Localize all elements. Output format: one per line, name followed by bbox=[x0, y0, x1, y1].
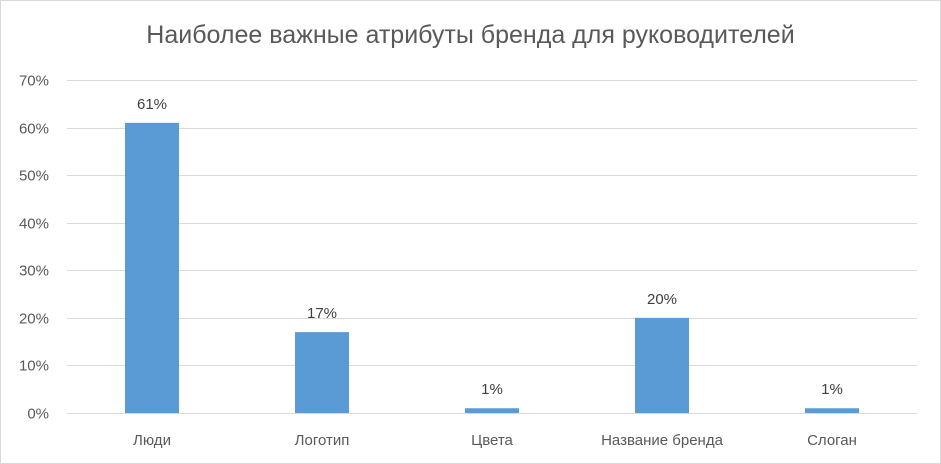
category-label: Цвета bbox=[471, 432, 513, 449]
data-label: 1% bbox=[481, 381, 503, 398]
bar bbox=[805, 408, 859, 413]
bar bbox=[125, 122, 179, 414]
y-tick-label: 50% bbox=[19, 168, 49, 185]
data-label: 61% bbox=[137, 96, 167, 113]
data-label: 20% bbox=[647, 291, 677, 308]
y-tick-label: 40% bbox=[19, 216, 49, 233]
data-labels: 61% 17% 1% 20% 1% bbox=[137, 96, 843, 398]
y-tick-label: 60% bbox=[19, 121, 49, 138]
bar bbox=[465, 408, 519, 413]
bar bbox=[295, 332, 349, 413]
y-tick-label: 10% bbox=[19, 358, 49, 375]
category-label: Слоган bbox=[807, 432, 857, 449]
category-label: Название бренда bbox=[601, 432, 724, 449]
bar bbox=[635, 317, 689, 413]
y-axis-ticks: 0% 10% 20% 30% 40% 50% 60% 70% bbox=[19, 73, 49, 423]
data-label: 17% bbox=[307, 305, 337, 322]
chart-title: Наиболее важные атрибуты бренда для руко… bbox=[146, 21, 795, 49]
x-axis-categories: Люди Логотип Цвета Название бренда Слоган bbox=[133, 432, 857, 449]
y-tick-label: 20% bbox=[19, 311, 49, 328]
gridlines bbox=[67, 80, 917, 414]
category-label: Люди bbox=[133, 432, 171, 449]
y-tick-label: 0% bbox=[27, 406, 49, 423]
category-label: Логотип bbox=[295, 432, 350, 449]
y-tick-label: 30% bbox=[19, 263, 49, 280]
data-label: 1% bbox=[821, 381, 843, 398]
bars bbox=[125, 122, 859, 414]
y-tick-label: 70% bbox=[19, 73, 49, 90]
